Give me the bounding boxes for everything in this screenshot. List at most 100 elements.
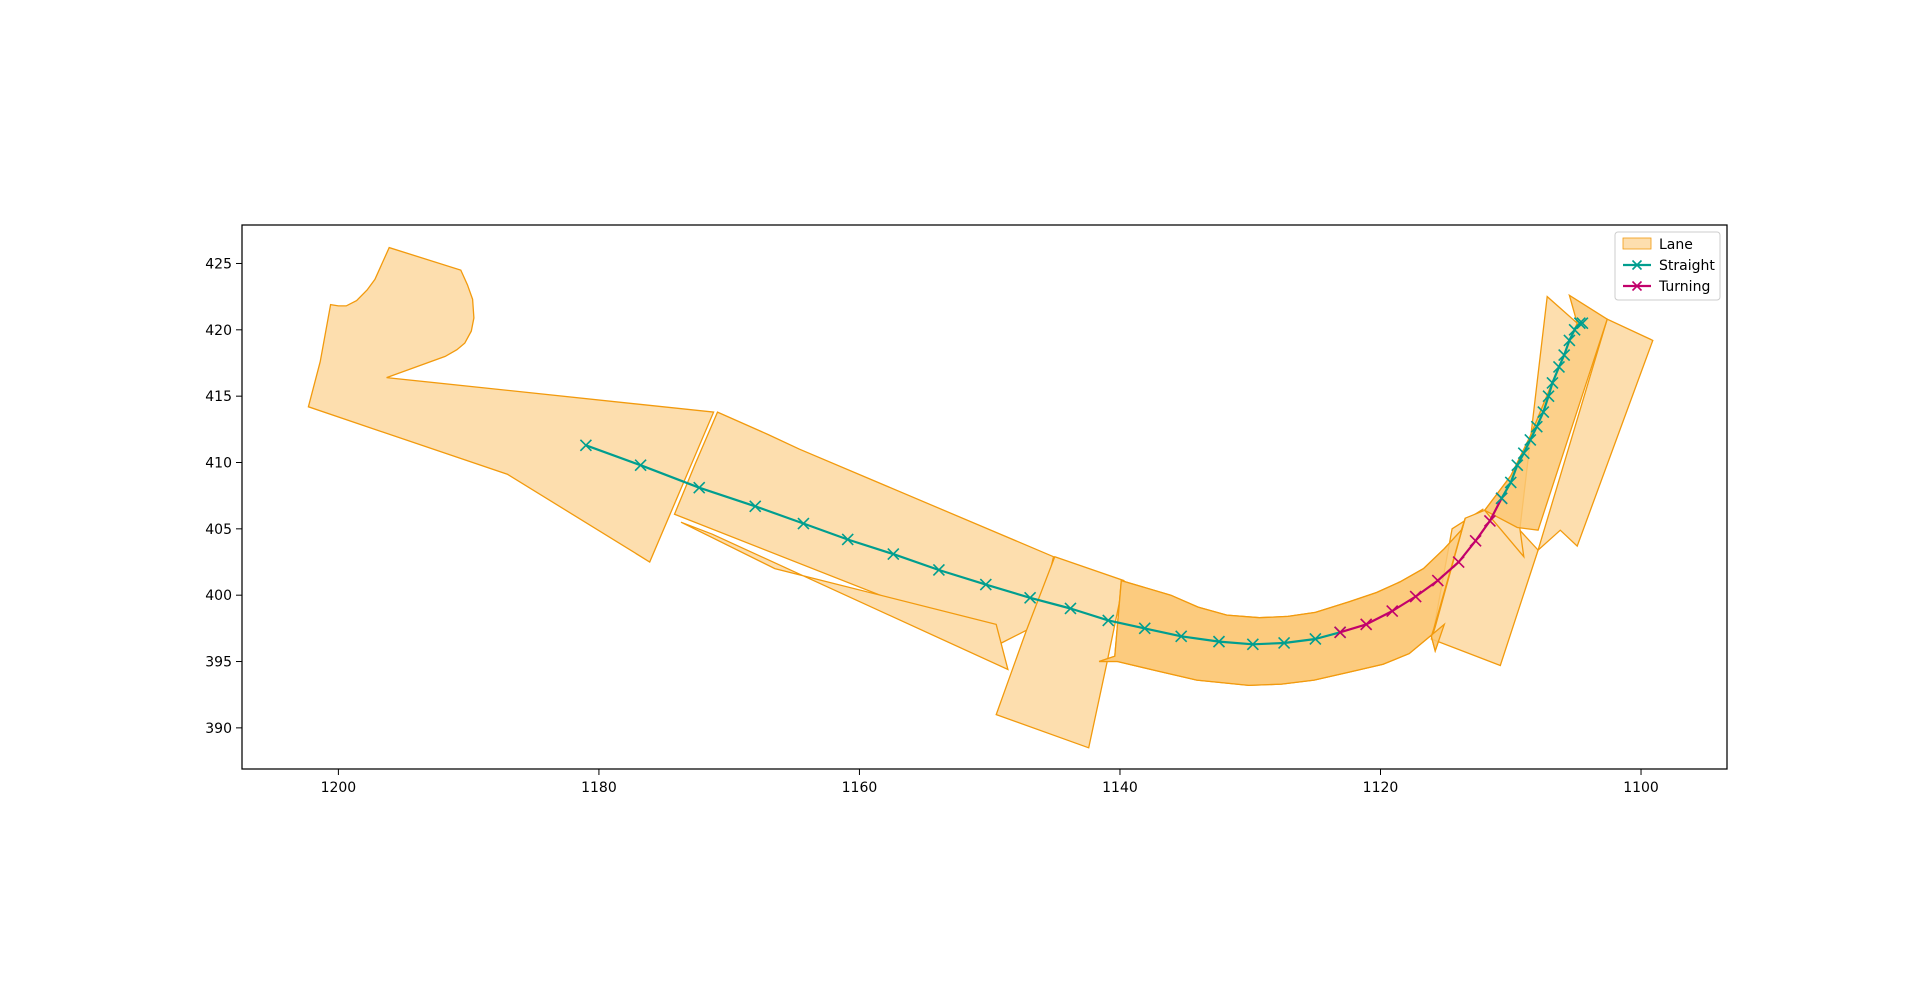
y-tick-label: 400	[205, 588, 232, 604]
marker-stroke	[1102, 614, 1115, 627]
marker-stroke	[1469, 534, 1482, 547]
data-point	[1558, 348, 1571, 362]
plot-frame	[241, 224, 1728, 770]
legend-marker	[1631, 280, 1643, 292]
data-point	[1024, 591, 1037, 604]
legend: Lane Straight Turning	[1614, 231, 1721, 301]
y-axis: 390 395 400 405 410 415 420 425	[205, 256, 242, 737]
lane-4	[995, 555, 1125, 749]
marker-stroke	[1409, 590, 1422, 603]
marker-stroke	[1576, 317, 1589, 330]
y-tick-label: 420	[205, 323, 232, 339]
data-point	[1537, 406, 1550, 419]
y-tick-label: 410	[205, 456, 232, 472]
marker-stroke	[1309, 632, 1322, 646]
marker-stroke	[1568, 323, 1581, 336]
y-tick-label: 415	[205, 389, 232, 405]
data-point	[887, 547, 900, 561]
overlap-1	[1098, 517, 1466, 687]
x-tick-label: 1100	[1623, 780, 1659, 796]
lane-3	[680, 521, 1009, 671]
marker-stroke	[1552, 360, 1566, 374]
marker-stroke	[1511, 459, 1524, 472]
data-point	[1517, 447, 1530, 460]
legend-label: Turning	[1658, 279, 1710, 295]
series-layer	[579, 317, 1589, 651]
x-tick-label: 1140	[1102, 780, 1138, 796]
data-point	[749, 500, 762, 513]
legend-swatch	[1622, 237, 1652, 250]
data-point	[1568, 323, 1581, 336]
marker-stroke	[841, 533, 854, 546]
legend-label: Straight	[1659, 258, 1715, 274]
legend-item-turning: Turning	[1623, 279, 1710, 295]
marker-stroke	[1542, 390, 1555, 403]
marker-stroke	[1064, 602, 1077, 615]
marker-stroke	[1246, 638, 1259, 651]
data-point	[841, 533, 854, 546]
data-point	[1138, 622, 1151, 635]
data-point	[1452, 555, 1465, 569]
lane-1	[307, 246, 715, 563]
marker-stroke	[1573, 317, 1586, 330]
marker-stroke	[1504, 476, 1517, 489]
lane-8	[1536, 318, 1654, 553]
data-point	[1542, 390, 1555, 403]
data-point	[932, 563, 945, 577]
data-point	[1469, 534, 1482, 547]
data-point	[1102, 614, 1115, 627]
marker-stroke	[1558, 348, 1571, 362]
marker-stroke	[1546, 376, 1559, 389]
marker-stroke	[1138, 622, 1151, 635]
data-point	[1409, 590, 1422, 603]
data-point	[1483, 514, 1496, 527]
marker-stroke	[1334, 626, 1347, 639]
marker-stroke	[1386, 605, 1399, 618]
marker-stroke	[579, 439, 592, 452]
data-point	[1212, 635, 1226, 648]
series-straight-0	[579, 439, 1347, 651]
data-point	[1431, 574, 1444, 587]
data-point	[693, 481, 706, 494]
marker-stroke	[932, 563, 945, 577]
marker-stroke	[1483, 514, 1496, 527]
data-point	[1524, 433, 1537, 447]
marker-stroke	[1212, 635, 1226, 648]
x-tick-label: 1160	[842, 780, 878, 796]
marker-stroke	[749, 500, 762, 513]
series-straight-2	[1495, 317, 1589, 505]
y-tick-label: 425	[205, 256, 232, 272]
data-point	[1360, 618, 1373, 631]
data-point	[1175, 630, 1188, 643]
marker-stroke	[1278, 636, 1291, 650]
data-point	[1495, 492, 1508, 505]
x-tick-label: 1200	[321, 780, 357, 796]
data-point	[1504, 476, 1517, 489]
data-point	[1246, 638, 1259, 651]
data-point	[1576, 317, 1589, 330]
marker-stroke	[887, 547, 900, 561]
y-tick-label: 405	[205, 522, 232, 538]
data-point	[1064, 602, 1077, 615]
marker-stroke	[1175, 630, 1188, 643]
legend-marker	[1631, 259, 1643, 271]
marker-stroke	[1360, 618, 1373, 631]
data-point	[1563, 334, 1576, 347]
legend-item-straight: Straight	[1623, 258, 1715, 274]
legend-label: Lane	[1659, 237, 1693, 253]
marker-stroke	[1524, 433, 1537, 447]
data-point	[1386, 605, 1399, 618]
marker-stroke	[1563, 334, 1576, 347]
x-tick-label: 1120	[1363, 780, 1399, 796]
data-point	[1511, 459, 1524, 472]
x-tick-label: 1180	[581, 780, 617, 796]
data-point	[979, 578, 992, 591]
data-point	[1278, 636, 1291, 650]
y-tick-label: 390	[205, 721, 232, 737]
x-axis: 1200 1180 1160 1140 1120 1100	[321, 769, 1659, 796]
marker-stroke	[1431, 574, 1444, 587]
y-tick-label: 395	[205, 655, 232, 671]
marker-stroke	[1452, 555, 1465, 569]
